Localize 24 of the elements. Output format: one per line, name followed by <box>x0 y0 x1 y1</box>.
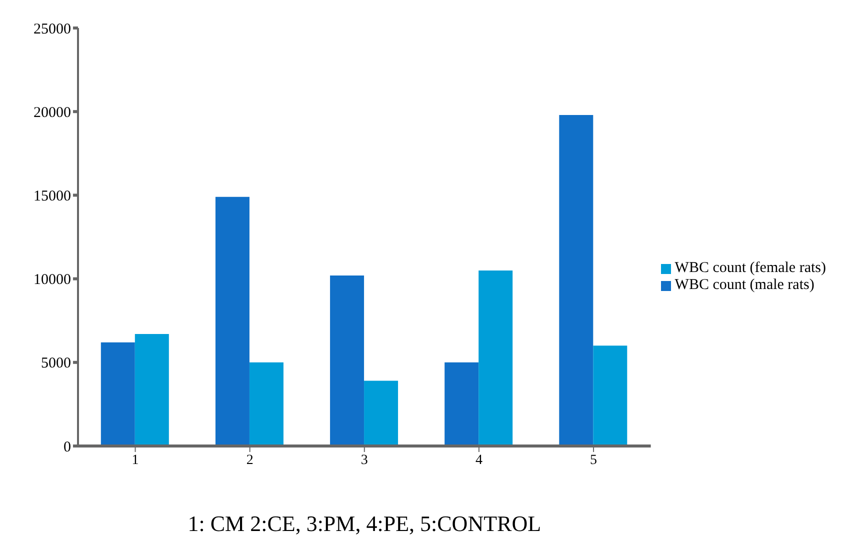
bar <box>478 270 513 446</box>
y-tick-label: 15000 <box>34 188 71 205</box>
bar <box>330 275 364 446</box>
y-tick-label: 10000 <box>34 272 71 288</box>
bar <box>593 346 628 446</box>
x-tick-label: 2 <box>246 452 254 468</box>
legend-label: WBC count (female rats) <box>674 260 826 276</box>
x-tick-label: 3 <box>360 452 368 468</box>
bar <box>559 114 594 446</box>
y-tick-label: 0 <box>64 439 71 456</box>
bar <box>134 334 169 446</box>
y-tick-label: 20000 <box>34 104 71 121</box>
x-tick-label: 5 <box>590 452 598 468</box>
bar <box>100 342 135 446</box>
y-tick-label: 25000 <box>34 21 71 38</box>
bar <box>215 196 250 446</box>
legend-label: WBC count (male rats) <box>674 277 814 293</box>
x-axis-title: 1: CM 2:CE, 3:PM, 4:PE, 5:CONTROL <box>188 511 542 536</box>
x-tick-label: 4 <box>475 452 482 468</box>
bar <box>364 380 398 446</box>
x-tick-label: 1 <box>132 452 139 468</box>
bar <box>249 362 284 446</box>
bar <box>444 362 479 446</box>
y-tick-label: 5000 <box>41 356 71 372</box>
